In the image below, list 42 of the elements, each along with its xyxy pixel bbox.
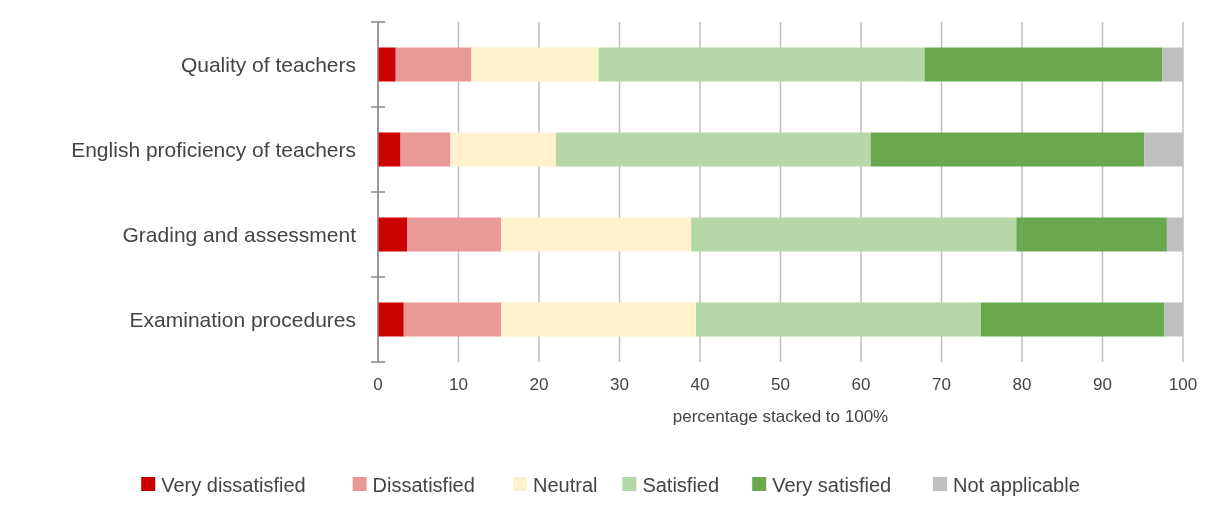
- x-tick-label: 50: [771, 375, 790, 394]
- bar: [395, 47, 472, 82]
- legend-label: Not applicable: [953, 474, 1080, 496]
- y-tick-label: Grading and assessment: [122, 222, 357, 246]
- x-tick-label: 20: [529, 375, 549, 394]
- bar: [378, 132, 401, 167]
- x-tick-label: 30: [610, 375, 629, 394]
- bar: [924, 47, 1163, 82]
- bar: [501, 217, 692, 252]
- x-tick-label: 60: [851, 375, 871, 394]
- bar: [980, 302, 1165, 337]
- legend-label: Very satisfied: [772, 474, 892, 496]
- bar: [406, 217, 502, 252]
- bar: [870, 132, 1145, 167]
- legend-label: Dissatisfied: [372, 474, 475, 496]
- y-tick-label: Quality of teachers: [180, 52, 356, 76]
- legend-label: Satisfied: [642, 474, 720, 496]
- bar: [691, 217, 1017, 252]
- bar: [598, 47, 925, 82]
- x-tick-label: 70: [932, 375, 951, 394]
- bar: [403, 302, 502, 337]
- bar: [501, 302, 696, 337]
- y-tick-label: English proficiency of teachers: [71, 137, 356, 161]
- x-tick-label: 90: [1093, 375, 1112, 394]
- bar: [555, 132, 871, 167]
- x-axis-title: percentage stacked to 100%: [672, 407, 889, 426]
- bar: [378, 217, 407, 252]
- bar: [378, 302, 404, 337]
- y-tick-label: Examination procedures: [129, 307, 356, 331]
- bar: [450, 132, 556, 167]
- bar: [378, 47, 396, 82]
- bar: [400, 132, 451, 167]
- x-tick-label: 40: [690, 375, 710, 394]
- bar: [471, 47, 599, 82]
- x-tick-label: 0: [373, 375, 383, 394]
- bar: [695, 302, 981, 337]
- x-tick-label: 100: [1168, 375, 1198, 394]
- legend-label: Neutral: [533, 474, 598, 496]
- x-tick-label: 10: [449, 375, 468, 394]
- x-tick-label: 80: [1012, 375, 1032, 394]
- legend-label: Very dissatisfied: [161, 474, 306, 496]
- bar: [1016, 217, 1167, 252]
